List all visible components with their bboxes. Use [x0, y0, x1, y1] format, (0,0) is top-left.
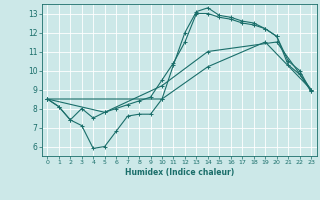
X-axis label: Humidex (Indice chaleur): Humidex (Indice chaleur) [124, 168, 234, 177]
